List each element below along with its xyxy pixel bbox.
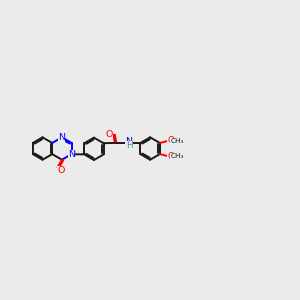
Text: N: N xyxy=(68,150,75,159)
Text: CH₃: CH₃ xyxy=(170,138,184,144)
Text: CH₃: CH₃ xyxy=(170,153,184,159)
Text: O: O xyxy=(167,136,174,145)
Text: H: H xyxy=(126,141,133,150)
Text: O: O xyxy=(57,166,64,175)
Text: N: N xyxy=(58,133,65,142)
Text: O: O xyxy=(167,152,174,161)
Text: N: N xyxy=(125,137,132,146)
Text: O: O xyxy=(106,130,113,139)
